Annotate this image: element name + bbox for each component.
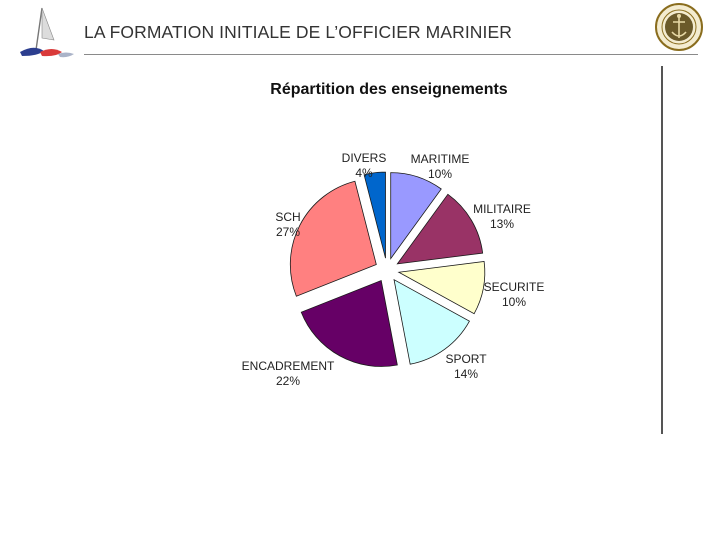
slice-label-sch: SCH <box>275 210 300 224</box>
slice-label-divers: DIVERS <box>342 151 387 165</box>
slice-value-securite: 10% <box>502 295 526 309</box>
pie-slice-encadrement <box>300 279 398 367</box>
header-divider <box>84 54 698 55</box>
pie-slice-sch <box>289 180 377 297</box>
navy-anchor-logo <box>20 7 74 58</box>
page-title: LA FORMATION INITIALE DE L’OFFICIER MARI… <box>84 22 513 42</box>
slice-value-encadrement: 22% <box>276 374 300 388</box>
pie-chart: MARITIME10%MILITAIRE13%SECURITE10%SPORT1… <box>242 151 545 388</box>
slice-label-encadrement: ENCADREMENT <box>242 359 335 373</box>
chart-title: Répartition des enseignements <box>270 81 508 98</box>
slice-label-securite: SECURITE <box>484 280 545 294</box>
pie-slice-maritime <box>390 172 442 260</box>
pie-slice-securite <box>397 261 486 315</box>
slice-label-militaire: MILITAIRE <box>473 202 531 216</box>
pie-slice-militaire <box>396 193 484 265</box>
slice-value-maritime: 10% <box>428 167 452 181</box>
pie-slice-sport <box>393 278 470 365</box>
school-seal-emblem <box>655 3 703 51</box>
slice-label-sport: SPORT <box>445 352 487 366</box>
slice-value-sport: 14% <box>454 367 478 381</box>
slice-value-divers: 4% <box>355 166 373 180</box>
vertical-divider <box>661 66 663 434</box>
slice-value-sch: 27% <box>276 225 300 239</box>
slice-label-maritime: MARITIME <box>411 152 470 166</box>
pie-slice-divers <box>363 171 386 259</box>
chart-area: Répartition des enseignements MARITIME 10… <box>222 62 666 438</box>
slice-value-militaire: 13% <box>490 217 514 231</box>
